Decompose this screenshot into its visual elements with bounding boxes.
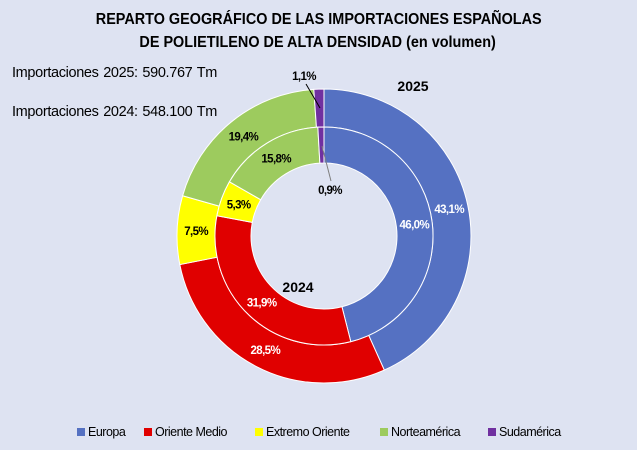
data-label-2024-sudamerica: 0,9%	[318, 185, 342, 197]
segment-2024-oriente-medio	[214, 215, 352, 346]
chart-title-line-2: DE POLIETILENO DE ALTA DENSIDAD (en volu…	[0, 34, 636, 52]
legend-item-oriente-medio: Oriente Medio	[144, 425, 228, 439]
data-label-2024-norteamerica: 15,8%	[261, 154, 291, 166]
data-label-2025-europa: 43,1%	[434, 204, 464, 216]
leader-line-2024-sudamerica	[321, 145, 332, 182]
data-labels: 43,1% 28,5% 7,5% 19,4% 1,1% 46,0% 31,9% 5,3% 15,…	[184, 71, 465, 357]
legend-swatch-europa	[77, 428, 85, 436]
data-label-2025-norteamerica: 19,4%	[229, 132, 259, 144]
imports-2024-note: Importaciones 2024: 548.100 Tm	[12, 104, 218, 120]
legend-item-norteamerica: Norteamérica	[380, 425, 461, 439]
leader-lines	[305, 83, 332, 182]
legend-label-europa: Europa	[88, 425, 126, 439]
legend-swatch-extremo-oriente	[255, 428, 263, 436]
data-label-2025-oriente-medio: 28,5%	[251, 345, 281, 357]
legend-item-sudamerica: Sudamérica	[488, 425, 561, 439]
segment-2024-sudamerica	[317, 126, 325, 164]
legend-item-extremo-oriente: Extremo Oriente	[255, 425, 350, 439]
legend-swatch-sudamerica	[488, 428, 496, 436]
data-label-2024-extremo-oriente: 5,3%	[227, 199, 251, 211]
imports-2025-note: Importaciones 2025: 590.767 Tm	[12, 65, 218, 81]
data-label-2025-extremo-oriente: 7,5%	[184, 226, 208, 238]
legend-label-extremo-oriente: Extremo Oriente	[266, 425, 350, 439]
legend-item-europa: Europa	[77, 425, 126, 439]
data-label-2024-europa: 46,0%	[399, 220, 429, 232]
data-label-2024-oriente-medio: 31,9%	[247, 297, 277, 309]
legend-label-norteamerica: Norteamérica	[391, 425, 461, 439]
segment-2024-europa	[323, 126, 434, 343]
chart-title-line-1: REPARTO GEOGRÁFICO DE LAS IMPORTACIONES …	[0, 11, 637, 29]
chart-segments	[176, 88, 472, 384]
title-text-2: DE POLIETILENO DE ALTA DENSIDAD (en volu…	[139, 34, 496, 51]
ring-label-2024: 2024	[282, 279, 313, 295]
data-label-2025-sudamerica: 1,1%	[292, 71, 316, 83]
legend-label-sudamerica: Sudamérica	[499, 425, 561, 439]
leader-line-2025-sudamerica	[305, 83, 321, 109]
legend-swatch-norteamerica	[380, 428, 388, 436]
title-text-1: REPARTO GEOGRÁFICO DE LAS IMPORTACIONES …	[95, 11, 542, 28]
ring-label-2025: 2025	[397, 78, 428, 94]
legend-swatch-oriente-medio	[144, 428, 152, 436]
legend-label-oriente-medio: Oriente Medio	[155, 425, 228, 439]
